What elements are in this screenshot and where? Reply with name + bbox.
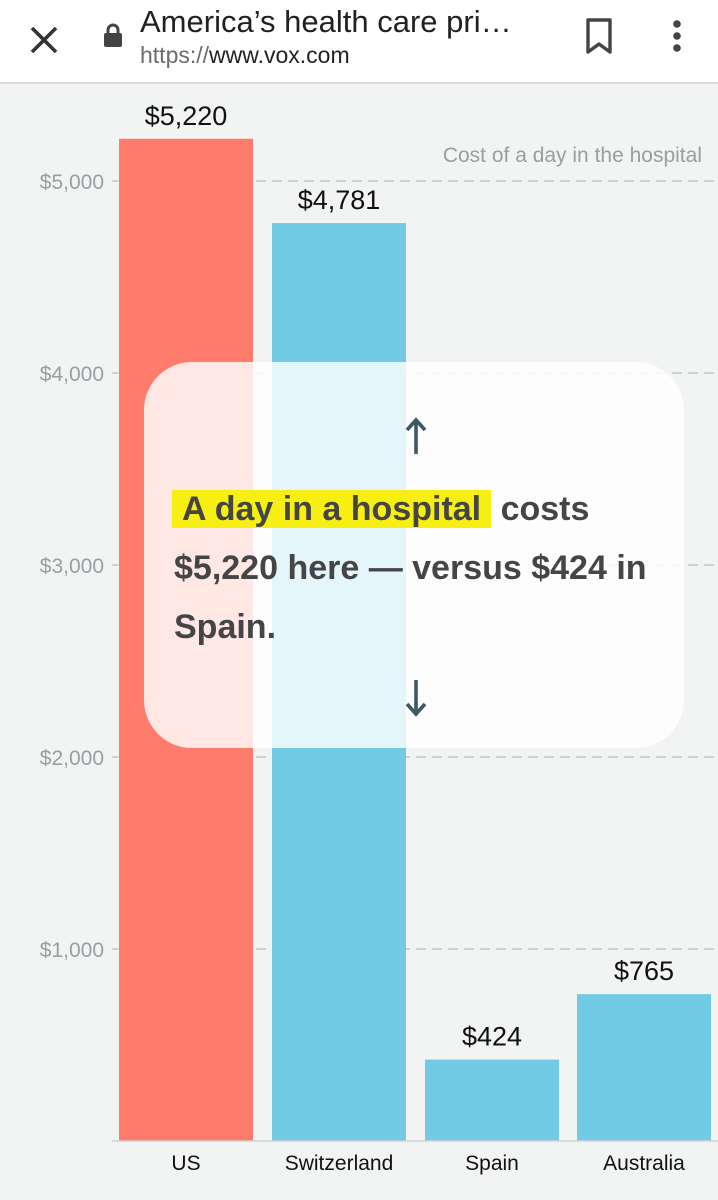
y-tick-label: $1,000 [40, 939, 104, 962]
x-tick-label: Spain [465, 1152, 519, 1175]
arrow-down-icon[interactable] [396, 676, 436, 720]
url-scheme: https:// [140, 42, 210, 68]
bar-value-label: $4,781 [298, 185, 381, 215]
annotation-text: A day in a hospital costs $5,220 here — … [172, 480, 654, 657]
bookmark-icon[interactable] [580, 14, 618, 58]
y-tick-label: $2,000 [40, 747, 104, 770]
y-tick-label: $3,000 [40, 555, 104, 578]
close-icon[interactable] [22, 18, 66, 62]
annotation-highlight: A day in a hospital [172, 490, 492, 528]
browser-toolbar: America’s health care pri… https://www.v… [0, 0, 718, 84]
bar-value-label: $5,220 [145, 101, 228, 131]
x-tick-label: Australia [603, 1152, 685, 1175]
more-vert-icon[interactable] [660, 14, 694, 58]
chart-title: Cost of a day in the hospital [443, 144, 702, 167]
y-tick-label: $4,000 [40, 363, 104, 386]
lock-icon [104, 23, 122, 47]
page-title: America’s health care pri… [140, 4, 512, 39]
x-tick-label: Switzerland [285, 1152, 394, 1175]
annotation-card [144, 362, 684, 748]
arrow-up-icon[interactable] [396, 414, 436, 458]
url-display[interactable]: https://www.vox.com [140, 42, 350, 69]
y-tick-label: $5,000 [40, 171, 104, 194]
x-tick-label: US [171, 1152, 200, 1175]
url-host: www.vox.com [209, 42, 350, 68]
bar-spain [425, 1059, 559, 1141]
bar-australia [577, 994, 711, 1141]
annotation-rest: costs $5,220 here — versus $424 in Spain… [174, 490, 647, 646]
bar-value-label: $765 [614, 956, 674, 986]
bar-value-label: $424 [462, 1022, 522, 1052]
